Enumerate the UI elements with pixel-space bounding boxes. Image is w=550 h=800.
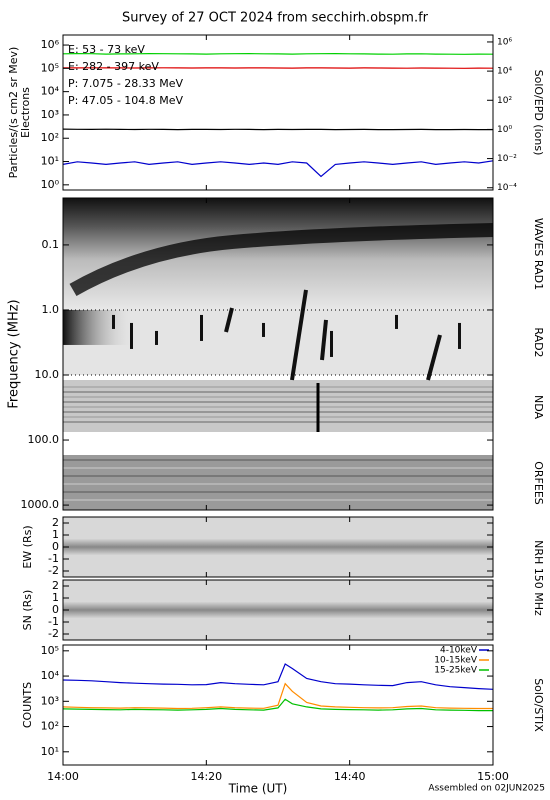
y2-tick-label: 10⁰ xyxy=(497,125,512,135)
burst-spike xyxy=(262,322,265,337)
legend-label: 4-10keV xyxy=(440,646,478,656)
series-line xyxy=(63,67,494,69)
series-line xyxy=(62,682,493,710)
rad1-image xyxy=(63,198,493,310)
burst-spike xyxy=(200,314,203,341)
type3-arc xyxy=(69,222,494,297)
y-tick-label: 1 xyxy=(52,591,59,604)
right-label: NRH 150 MHz xyxy=(532,540,545,616)
band-label: WAVES RAD1 xyxy=(532,218,545,290)
panel-frame xyxy=(62,197,494,511)
burst-spike xyxy=(112,314,115,329)
y-tick-label: 10⁴ xyxy=(41,669,60,682)
y-tick-label: 100.0 xyxy=(28,433,60,446)
right-label: SolO/STIX xyxy=(532,678,545,732)
x-tick-label: 14:40 xyxy=(334,770,366,783)
x-tick-label: 14:00 xyxy=(47,770,79,783)
chart-title: Survey of 27 OCT 2024 from secchirh.obsp… xyxy=(122,11,429,26)
legend-label: P: 7.075 - 28.33 MeV xyxy=(68,77,184,90)
y-tick-label: 10⁶ xyxy=(41,38,60,51)
y-axis-label: EW (Rs) xyxy=(21,525,34,568)
y-tick-label: 10⁵ xyxy=(41,644,59,657)
burst xyxy=(224,307,234,333)
y-tick-label: 1 xyxy=(52,528,59,541)
y-tick-label: 2 xyxy=(52,516,59,529)
y-axis-label: Frequency (MHz) xyxy=(7,299,22,408)
y-tick-label: 10³ xyxy=(41,694,59,707)
legend-label: 10-15keV xyxy=(434,656,478,666)
y2-tick-label: 10⁻⁴ xyxy=(497,183,517,193)
y-tick-label: -1 xyxy=(48,615,59,628)
y-tick-label: 2 xyxy=(52,579,59,592)
y2-tick-label: 10⁶ xyxy=(497,37,512,47)
rad2-image xyxy=(63,309,493,375)
x-tick-label: 15:00 xyxy=(477,770,509,783)
y-tick-label: 1.0 xyxy=(42,303,60,316)
band-label: RAD2 xyxy=(532,327,545,357)
panel-frame xyxy=(62,644,494,766)
burst-spike xyxy=(330,330,333,357)
right-label: SolO/EPD (ions) xyxy=(532,70,545,156)
band-label: NDA xyxy=(532,395,545,420)
y-tick-label: 10³ xyxy=(41,108,59,121)
y-tick-label: 0.1 xyxy=(42,238,60,251)
y-tick-label: -1 xyxy=(48,552,59,565)
band-label: ORFEES xyxy=(532,461,545,505)
nrh-band xyxy=(63,601,493,619)
rad2-dark xyxy=(63,309,133,345)
legend-label: 15-25keV xyxy=(434,666,478,676)
series-line xyxy=(62,698,493,712)
legend-label: E: 282 - 397 keV xyxy=(68,60,159,73)
series-line xyxy=(62,160,494,178)
nrh-band xyxy=(63,538,493,556)
footer: Assembled on 02JUN2025 xyxy=(428,784,545,794)
y-tick-label: 10.0 xyxy=(35,368,60,381)
y-axis-label: Electrons xyxy=(19,87,32,138)
panel-frame xyxy=(62,34,494,191)
y-axis-label: SN (Rs) xyxy=(21,590,34,631)
x-tick-label: 14:20 xyxy=(190,770,222,783)
series-line xyxy=(62,52,494,55)
burst-spike xyxy=(155,330,158,345)
legend-label: P: 47.05 - 104.8 MeV xyxy=(68,94,184,107)
burst-spike xyxy=(395,314,398,329)
burst xyxy=(320,319,328,361)
y-tick-label: 10⁰ xyxy=(41,178,60,191)
y2-tick-label: 10⁴ xyxy=(497,67,512,77)
y-tick-label: 10¹ xyxy=(41,155,59,168)
y-tick-label: 10² xyxy=(41,720,59,733)
burst-spike xyxy=(130,322,133,349)
y-tick-label: 1000.0 xyxy=(21,498,60,511)
y2-tick-label: 10² xyxy=(497,96,512,106)
legend-label: E: 53 - 73 keV xyxy=(68,43,145,56)
burst xyxy=(426,334,442,381)
y-tick-label: 10² xyxy=(41,131,59,144)
series-line xyxy=(62,663,494,690)
y2-tick-label: 10⁻² xyxy=(497,154,517,164)
x-axis-label: Time (UT) xyxy=(228,782,288,796)
y-axis-label: Particles/(s cm2 sr Mev) xyxy=(7,47,20,179)
y-axis-label: COUNTS xyxy=(21,682,34,728)
y-tick-label: 10¹ xyxy=(41,745,59,758)
burst-spike xyxy=(458,322,461,349)
y-tick-label: 10⁵ xyxy=(41,61,59,74)
y-tick-label: -2 xyxy=(48,564,59,577)
y-tick-label: 10⁴ xyxy=(41,85,60,98)
y-tick-label: 0 xyxy=(52,603,59,616)
nda-image xyxy=(63,379,493,432)
series-line xyxy=(62,128,493,131)
y-tick-label: 0 xyxy=(52,540,59,553)
orfees-image xyxy=(63,455,493,510)
y-tick-label: -2 xyxy=(48,627,59,640)
burst xyxy=(290,289,308,381)
